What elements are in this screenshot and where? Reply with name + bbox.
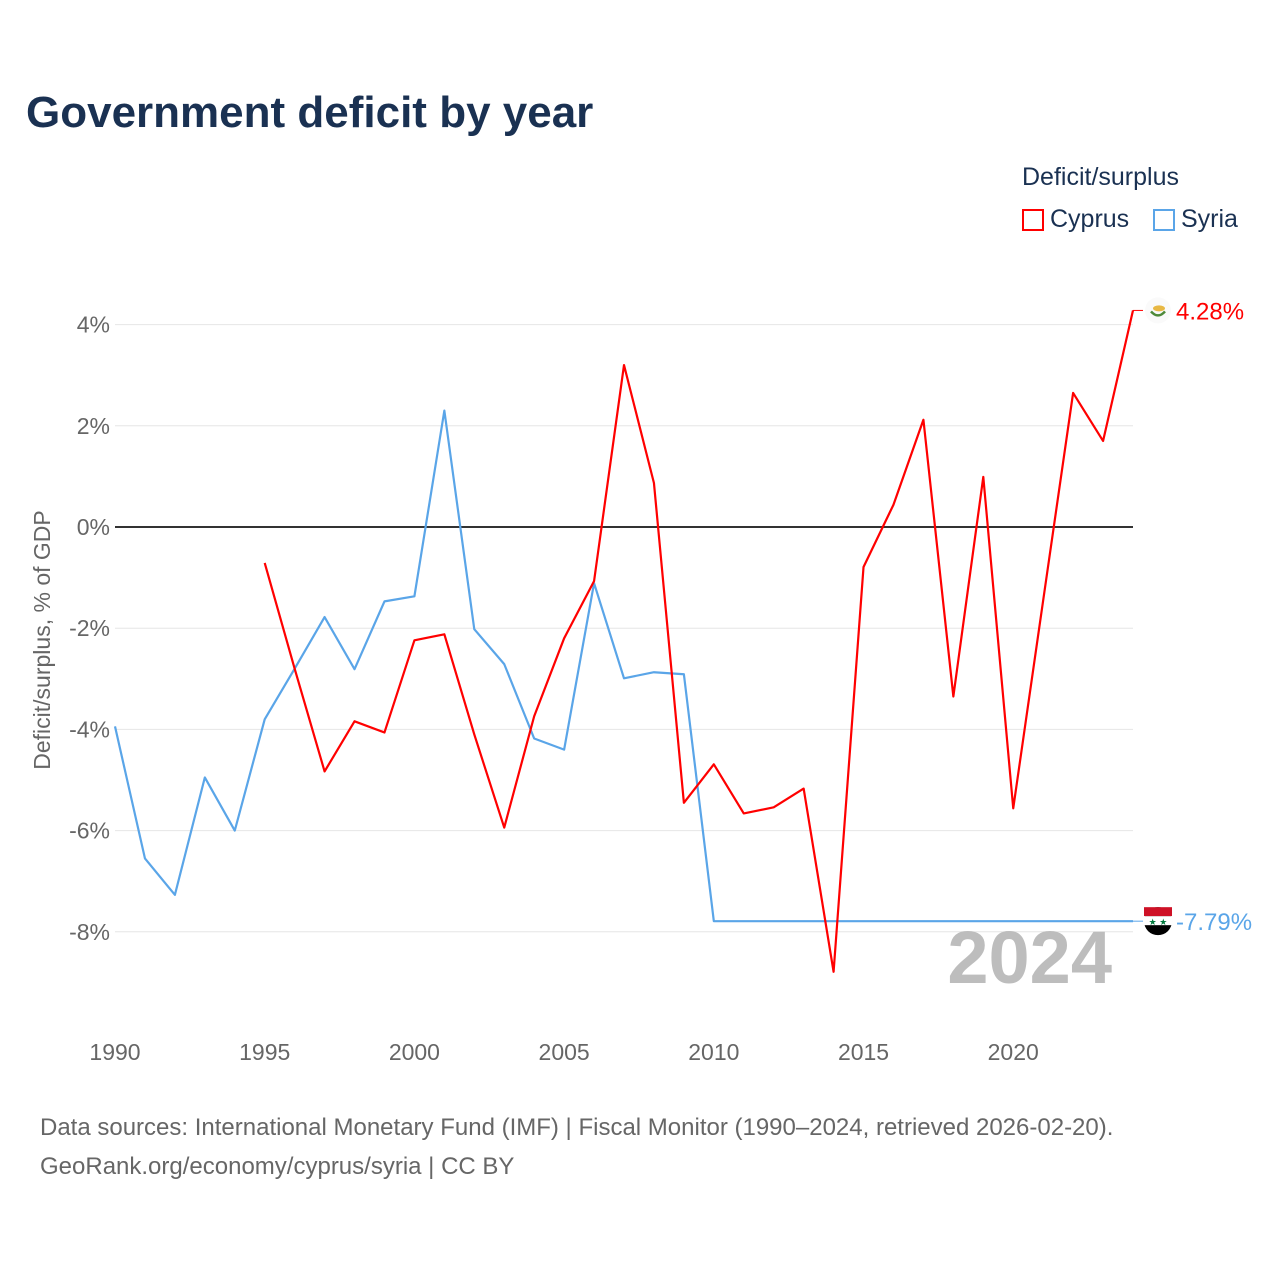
year-watermark: 2024 xyxy=(947,916,1112,999)
source-note: Data sources: International Monetary Fun… xyxy=(40,1108,1113,1186)
legend-label: Cyprus xyxy=(1050,205,1130,233)
x-tick-label: 2010 xyxy=(688,1039,739,1065)
x-tick-label: 1990 xyxy=(89,1039,140,1065)
y-tick-label: -4% xyxy=(69,716,110,742)
legend-swatch-cyprus xyxy=(1022,208,1044,231)
flag-branches xyxy=(1150,310,1166,317)
legend-swatch-syria xyxy=(1153,208,1175,231)
source-line: Data sources: International Monetary Fun… xyxy=(40,1114,1114,1141)
legend-item-syria[interactable]: Syria xyxy=(1153,205,1238,234)
source-link[interactable]: GeoRank.org/economy/cyprus/syria | CC BY xyxy=(40,1153,515,1180)
flag-stripe xyxy=(1144,907,1172,917)
flag-stripe xyxy=(1144,916,1172,926)
series-line-cyprus xyxy=(263,310,1135,973)
y-tick-label: -2% xyxy=(69,615,110,641)
x-tick-label: 2015 xyxy=(838,1039,889,1065)
y-tick-label: 2% xyxy=(77,413,110,439)
end-value-label: 4.28% xyxy=(1176,298,1244,325)
y-axis-label: Deficit/surplus, % of GDP xyxy=(29,510,55,769)
flag-island xyxy=(1153,305,1165,312)
y-tick-label: -8% xyxy=(69,919,110,945)
flag-stars: ★ ★ xyxy=(1149,917,1168,927)
end-value-label: -7.79% xyxy=(1176,909,1252,936)
legend-label: Syria xyxy=(1181,205,1238,233)
x-tick-label: 1995 xyxy=(239,1039,290,1065)
legend-title: Deficit/surplus xyxy=(1022,163,1179,191)
y-tick-label: -6% xyxy=(69,818,110,844)
chart-title: Government deficit by year xyxy=(26,88,594,137)
y-tick-label: 0% xyxy=(77,514,110,540)
series-line-syria xyxy=(113,409,1133,923)
legend-item-cyprus[interactable]: Cyprus xyxy=(1022,205,1129,234)
x-tick-label: 2020 xyxy=(988,1039,1039,1065)
x-tick-label: 2000 xyxy=(389,1039,440,1065)
y-tick-label: 4% xyxy=(77,312,110,338)
x-tick-label: 2005 xyxy=(539,1039,590,1065)
